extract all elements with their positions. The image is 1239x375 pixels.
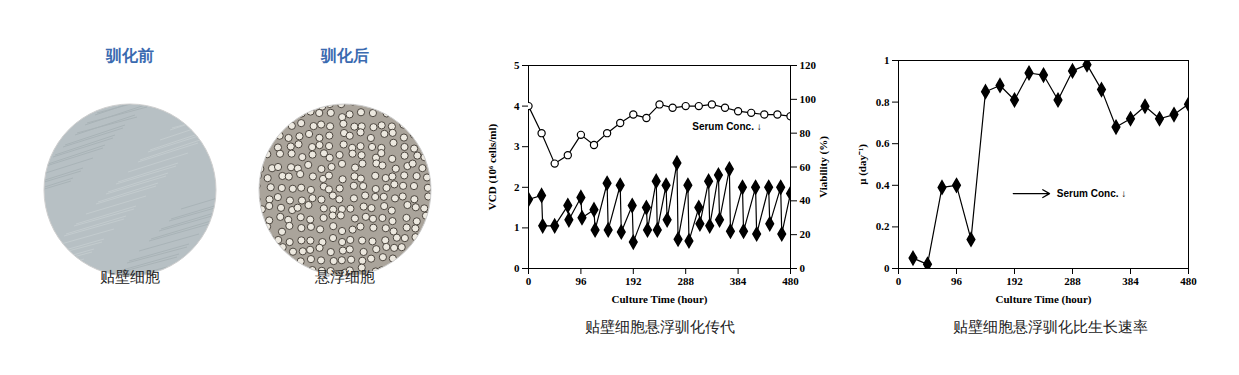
svg-text:96: 96 [575, 275, 587, 287]
svg-text:192: 192 [625, 275, 642, 287]
svg-text:0: 0 [514, 262, 520, 274]
svg-text:Culture Time (hour): Culture Time (hour) [612, 293, 708, 306]
svg-text:Serum Conc. ↓: Serum Conc. ↓ [1057, 188, 1126, 199]
svg-text:288: 288 [1064, 275, 1081, 287]
svg-text:0: 0 [884, 262, 890, 274]
html-text:驯化前: 驯化前 [106, 46, 154, 65]
svg-text:80: 80 [800, 127, 812, 139]
svg-text:384: 384 [730, 275, 747, 287]
svg-text:192: 192 [1006, 275, 1023, 287]
svg-text:288: 288 [677, 275, 694, 287]
svg-text:2: 2 [514, 181, 520, 193]
svg-text:0.4: 0.4 [876, 179, 890, 191]
svg-text:VCD (10⁶ cells/ml): VCD (10⁶ cells/ml) [486, 123, 499, 210]
html-text:贴壁细胞: 贴壁细胞 [100, 268, 160, 286]
svg-text:40: 40 [800, 194, 812, 206]
svg-text:480: 480 [1180, 275, 1197, 287]
svg-text:0.8: 0.8 [876, 96, 890, 108]
svg-text:0: 0 [800, 262, 806, 274]
html-text:驯化后: 驯化后 [321, 46, 369, 65]
svg-text:480: 480 [782, 275, 799, 287]
svg-text:1: 1 [884, 54, 890, 66]
svg-text:0.2: 0.2 [876, 220, 890, 232]
html-text:贴壁细胞悬浮驯化传代: 贴壁细胞悬浮驯化传代 [585, 318, 735, 336]
svg-text:120: 120 [800, 59, 817, 71]
svg-text:1: 1 [514, 221, 520, 233]
svg-text:Serum Conc. ↓: Serum Conc. ↓ [692, 121, 761, 132]
svg-text:0.6: 0.6 [876, 137, 890, 149]
svg-text:60: 60 [800, 161, 812, 173]
svg-text:Culture Time (hour): Culture Time (hour) [996, 293, 1092, 306]
svg-text:96: 96 [951, 275, 963, 287]
svg-text:0: 0 [896, 275, 902, 287]
svg-text:μ (day⁻¹): μ (day⁻¹) [856, 144, 869, 185]
html-text:悬浮细胞: 悬浮细胞 [315, 268, 375, 286]
svg-text:384: 384 [1122, 275, 1139, 287]
svg-text:Viability (%): Viability (%) [817, 136, 830, 198]
svg-text:3: 3 [514, 140, 520, 152]
svg-text:4: 4 [514, 100, 520, 112]
html-text:贴壁细胞悬浮驯化比生长速率: 贴壁细胞悬浮驯化比生长速率 [952, 318, 1148, 336]
svg-text:20: 20 [800, 228, 812, 240]
svg-text:5: 5 [514, 59, 520, 71]
svg-text:100: 100 [800, 93, 817, 105]
svg-text:0: 0 [526, 275, 532, 287]
